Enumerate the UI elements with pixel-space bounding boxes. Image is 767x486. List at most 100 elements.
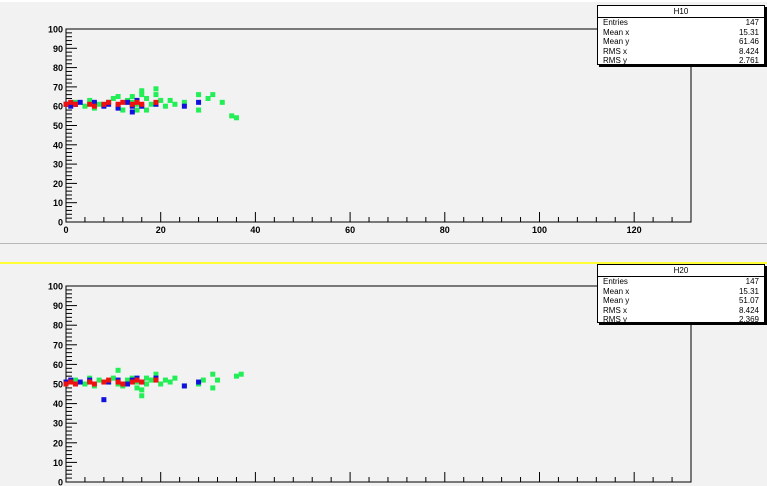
marker-blue — [68, 103, 74, 109]
y-tick-label: 70 — [53, 82, 63, 92]
y-tick-label: 50 — [53, 121, 63, 131]
x-tick-label: 120 — [627, 225, 642, 235]
stats-row-mean-y: Mean y 51.07 — [603, 296, 759, 306]
x-tick-label: 60 — [345, 225, 355, 235]
marker-green — [233, 115, 239, 121]
marker-green — [148, 101, 154, 107]
y-tick-label: 60 — [53, 102, 63, 112]
marker-red — [153, 377, 159, 383]
marker-green — [143, 107, 149, 113]
x-tick-label: 40 — [250, 225, 260, 235]
marker-red — [134, 99, 140, 105]
marker-green — [143, 381, 149, 387]
marker-blue — [115, 105, 121, 111]
marker-red — [101, 379, 107, 385]
stats-row-rms-x: RMS x 8.424 — [603, 46, 759, 56]
stats-box-h20[interactable]: H20 Entries 147 Mean x 15.31 Mean y 51.07 R… — [597, 264, 765, 324]
marker-red — [106, 99, 112, 105]
marker-green — [143, 95, 149, 101]
marker-green — [181, 99, 187, 105]
marker-green — [233, 373, 239, 379]
y-tick-label: 40 — [53, 140, 63, 150]
stats-row-rms-x: RMS x 8.424 — [603, 305, 759, 315]
marker-green — [153, 92, 159, 98]
stats-row-mean-x: Mean x 15.31 — [603, 286, 759, 296]
x-tick-label: 0 — [63, 225, 68, 235]
marker-red — [101, 101, 107, 107]
marker-red — [129, 101, 135, 107]
marker-green — [229, 113, 235, 119]
marker-red — [139, 379, 145, 385]
y-tick-label: 50 — [53, 380, 63, 390]
pad-separator — [0, 243, 767, 244]
stats-row-rms-y: RMS y 2.761 — [603, 56, 759, 66]
marker-green — [139, 88, 145, 94]
marker-red — [72, 381, 78, 387]
stats-row-mean-y: Mean y 61.46 — [603, 37, 759, 47]
marker-green — [134, 107, 140, 113]
stats-row-entries: Entries 147 — [603, 277, 759, 286]
marker-red — [63, 101, 69, 107]
marker-green — [110, 375, 116, 381]
marker-red — [134, 377, 140, 383]
marker-green — [139, 387, 145, 393]
marker-green — [200, 377, 206, 383]
marker-green — [167, 379, 173, 385]
x-tick-label: 20 — [156, 225, 166, 235]
marker-red — [120, 99, 126, 105]
marker-green — [125, 377, 131, 383]
marker-green — [115, 367, 121, 373]
marker-green — [143, 375, 149, 381]
marker-green — [72, 377, 78, 383]
marker-red — [87, 101, 93, 107]
marker-blue — [181, 103, 187, 109]
y-tick-label: 100 — [48, 282, 63, 292]
marker-green — [153, 86, 159, 92]
marker-red — [68, 379, 74, 385]
y-tick-label: 100 — [48, 25, 63, 35]
y-tick-label: 40 — [53, 399, 63, 409]
marker-green — [134, 385, 140, 391]
y-tick-label: 80 — [53, 321, 63, 331]
marker-green — [129, 94, 135, 100]
marker-green — [172, 101, 178, 107]
stats-box-h10[interactable]: H10 Entries 147 Mean x 15.31 Mean y 61.46 R… — [597, 5, 765, 65]
marker-blue — [196, 379, 202, 385]
x-tick-label: 80 — [440, 225, 450, 235]
marker-green — [196, 107, 202, 113]
marker-green — [162, 103, 168, 109]
marker-green — [219, 99, 225, 105]
stats-row-mean-x: Mean x 15.31 — [603, 27, 759, 37]
y-tick-label: 70 — [53, 340, 63, 350]
marker-red — [129, 379, 135, 385]
marker-green — [82, 381, 88, 387]
marker-red — [91, 103, 97, 109]
marker-blue — [196, 99, 202, 105]
marker-green — [120, 107, 126, 113]
marker-red — [87, 379, 93, 385]
marker-green — [96, 101, 102, 107]
marker-blue — [129, 109, 135, 115]
marker-red — [106, 377, 112, 383]
marker-blue — [91, 99, 97, 105]
y-tick-label: 90 — [53, 44, 63, 54]
marker-green — [110, 95, 116, 101]
marker-green — [158, 381, 164, 387]
marker-green — [210, 92, 216, 98]
active-pad-highlight — [0, 262, 767, 264]
marker-green — [139, 92, 145, 98]
top-edge — [0, 0, 767, 2]
marker-green — [148, 377, 154, 383]
marker-green — [210, 385, 216, 391]
y-tick-label: 20 — [53, 179, 63, 189]
y-tick-label: 10 — [53, 198, 63, 208]
stats-title: H20 — [598, 265, 764, 277]
y-tick-label: 60 — [53, 360, 63, 370]
y-tick-label: 30 — [53, 419, 63, 429]
marker-blue — [77, 379, 83, 385]
stats-row-entries: Entries 147 — [603, 18, 759, 27]
marker-green — [210, 371, 216, 377]
marker-green — [158, 97, 164, 103]
marker-red — [139, 101, 145, 107]
